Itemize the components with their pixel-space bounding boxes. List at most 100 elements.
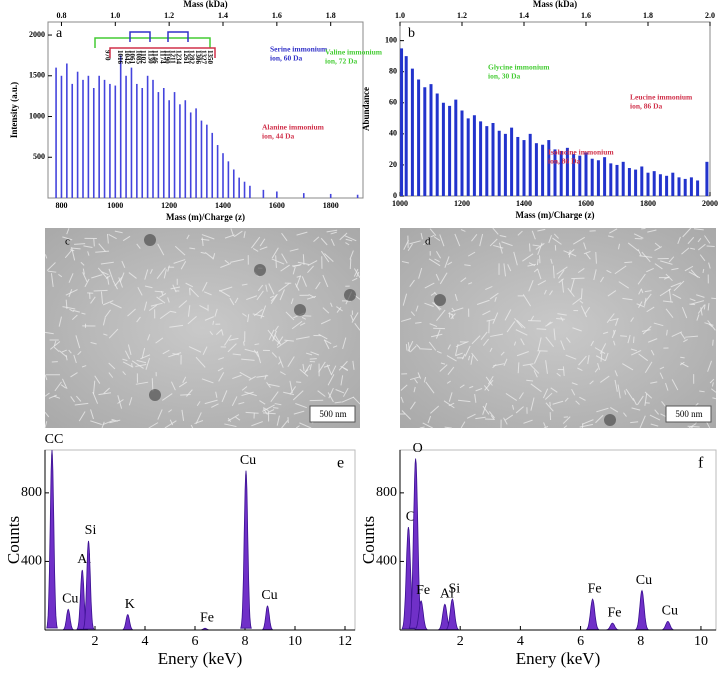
fibril <box>638 353 649 362</box>
fibril <box>470 355 474 365</box>
fibril <box>531 230 536 240</box>
fibril <box>401 410 412 420</box>
x-tick-label: 8 <box>637 634 644 649</box>
fibril <box>660 260 673 265</box>
fibril <box>169 419 174 426</box>
fibril <box>590 340 595 347</box>
fibril <box>665 308 674 318</box>
peak <box>82 540 95 630</box>
annotation: Leucine immonium <box>630 93 693 102</box>
fibril <box>637 273 646 285</box>
peak <box>61 608 75 631</box>
fibril <box>68 273 74 283</box>
fibril <box>490 333 504 337</box>
fibril <box>70 372 78 378</box>
fibril <box>271 247 279 259</box>
fibril <box>454 233 461 247</box>
fibril <box>644 391 653 399</box>
fibril <box>122 358 128 362</box>
fibril <box>70 247 81 250</box>
fibril <box>561 279 565 293</box>
fibril <box>409 345 417 353</box>
fibril <box>644 293 652 304</box>
x2-tick-label: 0.8 <box>56 11 66 20</box>
fibril <box>461 353 466 360</box>
peak-label: C <box>406 509 415 524</box>
fibril <box>221 329 224 336</box>
fibril <box>529 243 531 252</box>
fibril <box>185 282 194 288</box>
fibril <box>100 291 104 304</box>
fibril <box>98 243 106 252</box>
fibril <box>647 229 657 233</box>
fibril <box>350 314 354 321</box>
fibril <box>671 331 683 337</box>
fibril <box>407 340 414 352</box>
annotation: Valine immonium <box>325 48 383 57</box>
fibril <box>545 336 554 347</box>
panel-label: c <box>65 236 70 248</box>
peak <box>46 449 58 629</box>
fibril <box>90 341 97 345</box>
fibril <box>503 358 508 367</box>
fibril <box>232 374 242 380</box>
fibril <box>244 391 257 397</box>
fibril <box>537 228 546 232</box>
fibril <box>671 267 679 271</box>
fibril <box>498 242 503 254</box>
x2-tick-label: 1.4 <box>519 11 529 20</box>
fibril <box>289 386 296 395</box>
fibril <box>90 420 102 426</box>
peak-label: Cu <box>240 453 256 468</box>
y-tick-label: 60 <box>389 98 397 107</box>
fibril <box>464 264 471 267</box>
fibril <box>276 336 284 346</box>
fibril <box>97 267 108 279</box>
stain-spot <box>294 304 306 316</box>
fibril <box>644 393 648 406</box>
fibril <box>687 425 700 428</box>
fibril <box>274 334 282 345</box>
x-tick-label: 2 <box>92 634 99 649</box>
fibril <box>190 424 194 429</box>
fibril <box>293 410 305 415</box>
annotation: ion, 86 Da <box>548 157 581 166</box>
fibril <box>128 397 133 406</box>
y-tick-label: 400 <box>376 554 397 569</box>
fibril <box>336 307 342 313</box>
fibril <box>439 364 448 372</box>
fibril <box>270 293 278 305</box>
fibril <box>405 344 408 351</box>
fibril <box>636 395 644 406</box>
fibril <box>513 341 517 346</box>
fibril <box>639 415 646 429</box>
fibril <box>577 367 583 371</box>
fibril <box>318 333 328 340</box>
fibril <box>436 309 446 322</box>
panel-label: d <box>425 236 431 248</box>
fibril <box>709 378 715 384</box>
fibril <box>537 268 542 280</box>
fibril <box>69 308 74 313</box>
x-axis-label: Enery (keV) <box>516 649 601 668</box>
fibril <box>114 276 123 287</box>
fibril <box>563 425 568 429</box>
fibril <box>220 262 232 268</box>
fibril <box>600 351 603 362</box>
fibril <box>262 408 268 415</box>
fibril <box>423 240 430 246</box>
fibril <box>187 305 191 317</box>
fibril <box>297 261 309 266</box>
fibril <box>221 390 228 403</box>
peak-label: 1190 <box>163 50 171 64</box>
x2-tick-label: 1.8 <box>643 11 653 20</box>
fibril <box>670 282 682 288</box>
peak-label: Cu <box>261 588 277 603</box>
fibril <box>460 421 466 429</box>
fibril <box>98 392 112 396</box>
fibril <box>427 415 432 424</box>
fibril <box>339 232 348 241</box>
fibril <box>558 278 564 284</box>
fibril <box>517 362 520 374</box>
fibril <box>313 236 320 243</box>
